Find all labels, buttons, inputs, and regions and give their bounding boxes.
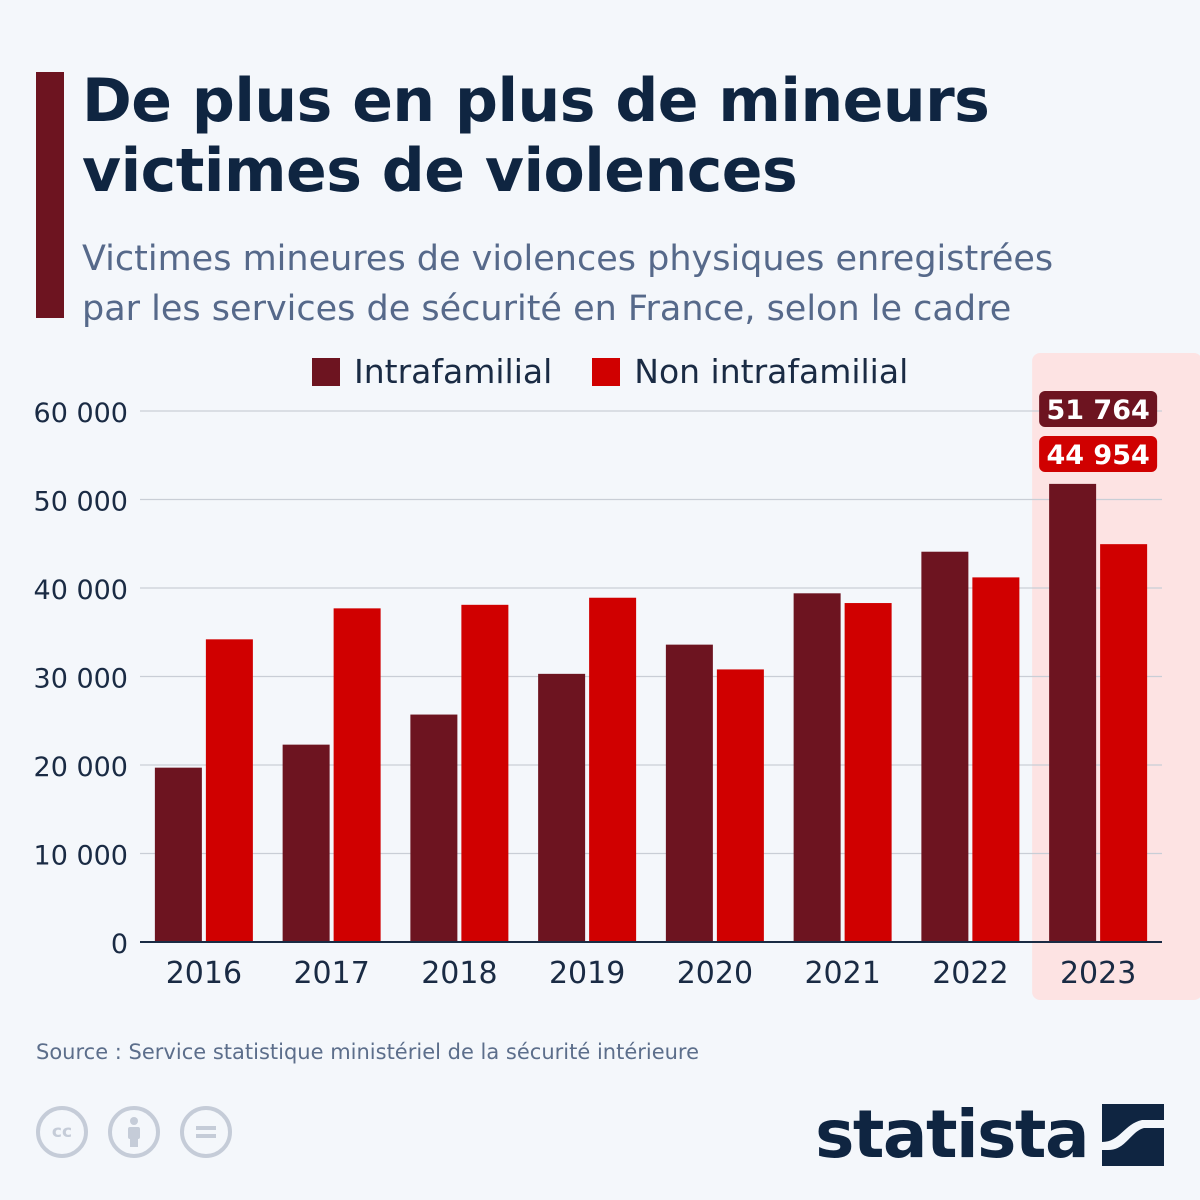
bar-intrafamilial-2017 [283, 745, 330, 942]
attribution-icon[interactable] [108, 1106, 160, 1158]
brand-wordmark: statista [815, 1096, 1088, 1173]
x-tick-label: 2016 [166, 956, 242, 991]
y-tick-label: 10 000 [34, 841, 128, 872]
bar-non-intrafamilial-2019 [589, 598, 636, 942]
bar-non-intrafamilial-2018 [461, 605, 508, 942]
bar-non-intrafamilial-2016 [206, 639, 253, 942]
x-tick-label: 2021 [804, 956, 880, 991]
statista-logo-icon [1102, 1104, 1164, 1166]
value-callout-label: 44 954 [1046, 440, 1149, 471]
bar-non-intrafamilial-2021 [845, 603, 892, 942]
source-note: Source : Service statistique ministériel… [36, 1040, 699, 1064]
bar-chart: 0 10 000 20 000 30 000 40 000 50 000 60 000 201… [0, 0, 1200, 1030]
y-tick-label: 0 [111, 929, 128, 960]
y-tick-label: 60 000 [34, 398, 128, 429]
bar-intrafamilial-2022 [921, 552, 968, 942]
x-tick-label: 2017 [293, 956, 369, 991]
bar-intrafamilial-2021 [794, 593, 841, 942]
x-tick-label: 2019 [549, 956, 625, 991]
cc-license-icon[interactable]: cc [36, 1106, 88, 1158]
x-tick-label: 2020 [677, 956, 753, 991]
y-tick-label: 30 000 [34, 664, 128, 695]
y-tick-label: 50 000 [34, 487, 128, 518]
x-tick-label: 2023 [1060, 956, 1136, 991]
bar-intrafamilial-2016 [155, 768, 202, 942]
y-tick-label: 20 000 [34, 752, 128, 783]
statista-brand[interactable]: statista [815, 1096, 1164, 1173]
bar-intrafamilial-2020 [666, 645, 713, 942]
bar-intrafamilial-2019 [538, 674, 585, 942]
x-tick-label: 2022 [932, 956, 1008, 991]
bar-non-intrafamilial-2017 [334, 608, 381, 942]
bar-non-intrafamilial-2023 [1100, 544, 1147, 942]
bar-non-intrafamilial-2020 [717, 669, 764, 942]
license-icons: cc [36, 1106, 252, 1158]
equals-glyph [195, 1124, 217, 1140]
no-derivatives-icon[interactable] [180, 1106, 232, 1158]
attribution-person-glyph [123, 1116, 145, 1148]
y-tick-label: 40 000 [34, 575, 128, 606]
bar-non-intrafamilial-2022 [972, 577, 1019, 942]
bar-intrafamilial-2023 [1049, 484, 1096, 942]
x-tick-label: 2018 [421, 956, 497, 991]
bar-intrafamilial-2018 [410, 715, 457, 942]
value-callout-label: 51 764 [1046, 395, 1149, 426]
